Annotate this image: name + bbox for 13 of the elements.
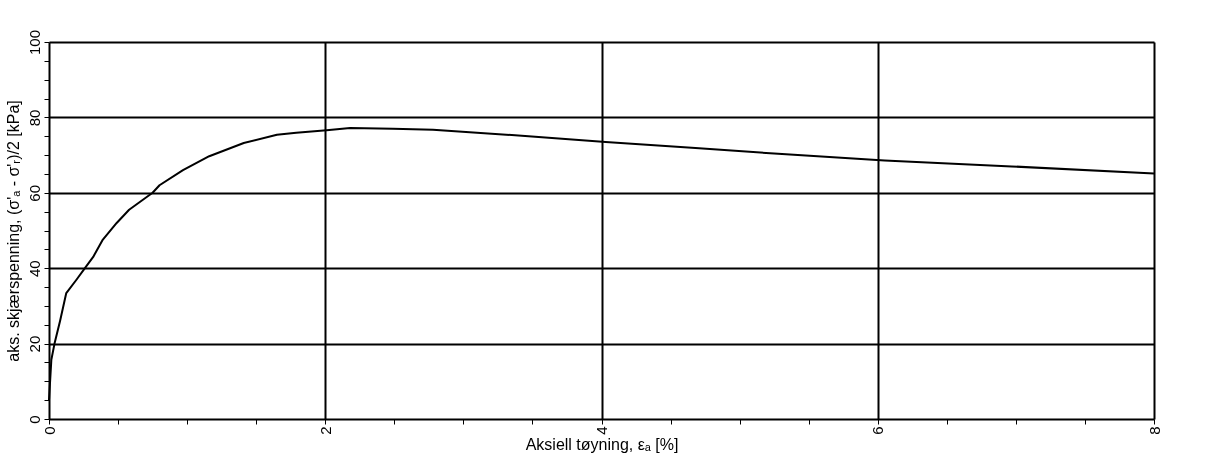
x-tick-label: 8 (1145, 426, 1163, 435)
x-axis-title: Aksiell tøyning, εₐ [%] (525, 435, 679, 453)
x-tick-label: 0 (40, 426, 58, 435)
x-tick-label: 4 (593, 426, 610, 435)
y-tick-label: 0 (25, 415, 43, 424)
y-tick-label: 60 (25, 184, 43, 202)
x-tick-label: 6 (869, 426, 887, 435)
y-tick-label: 80 (25, 109, 43, 127)
x-tick-label: 2 (316, 426, 334, 435)
y-axis-title: aks. skjærspenning, (σ'ₐ - σ'ᵣ)/2 [kPa] (4, 100, 22, 362)
y-tick-label: 40 (25, 260, 43, 278)
y-tick-label: 100 (25, 29, 43, 56)
y-tick-label: 20 (25, 335, 43, 353)
